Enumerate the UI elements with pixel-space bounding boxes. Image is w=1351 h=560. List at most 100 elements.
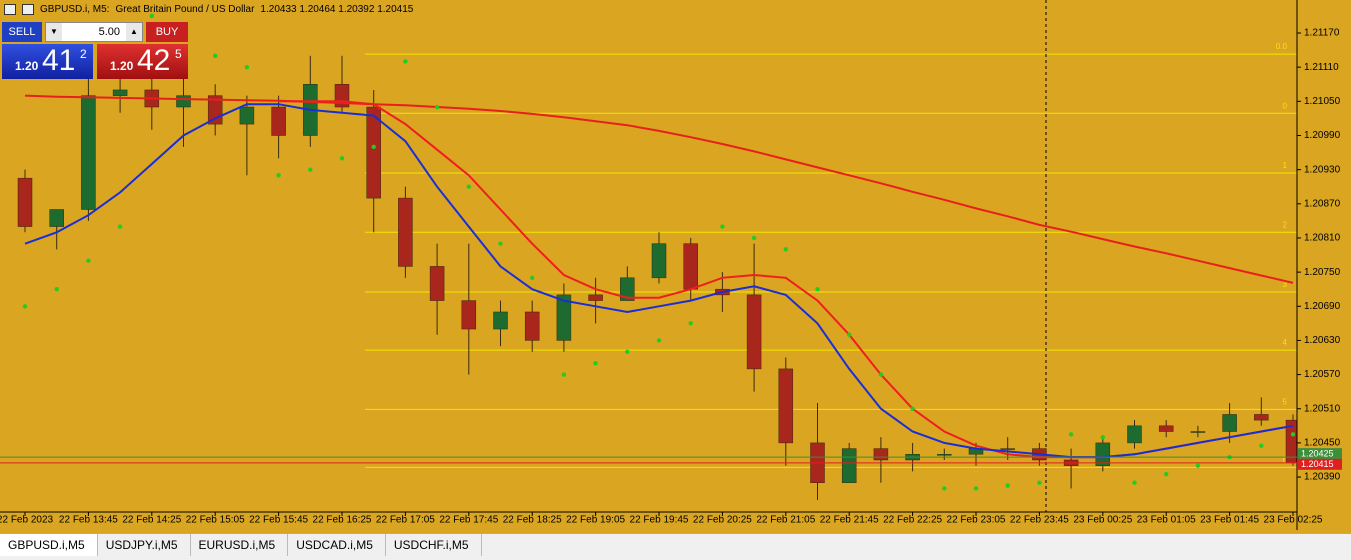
buy-button[interactable]: BUY [146, 22, 188, 42]
level-label: 0 [1283, 101, 1288, 110]
sar-dot [942, 486, 947, 491]
level-label: 2 [1283, 220, 1288, 229]
bid-box [1298, 458, 1342, 470]
price-main: 41 [42, 44, 76, 77]
x-tick-label: 22 Feb 14:25 [122, 515, 181, 526]
sar-dot [371, 144, 376, 150]
description: Great Britain Pound / US Dollar [115, 4, 255, 15]
price-pip: 5 [175, 47, 182, 61]
x-tick-label: 22 Feb 16:25 [313, 515, 372, 526]
sar-dot [149, 13, 154, 19]
volume-up[interactable]: ▲ [126, 23, 142, 41]
candle-body [873, 448, 889, 461]
x-tick-label: 23 Feb 01:05 [1137, 515, 1196, 526]
sar-dot [117, 224, 123, 229]
sar-dot [1068, 432, 1074, 437]
sar-dot [720, 224, 725, 229]
candle-body [588, 294, 603, 301]
sar-dot [878, 372, 884, 377]
volume-input[interactable]: ▼ 5.00 ▲ [45, 22, 143, 42]
sar-dot [1259, 443, 1264, 448]
tab[interactable]: USDCAD.i,M5 [288, 534, 386, 556]
candle-body [81, 95, 96, 210]
candle-body [271, 106, 286, 136]
x-tick-label: 22 Feb 19:05 [566, 515, 625, 526]
quote: 1.20433 1.20464 1.20392 1.20415 [260, 4, 414, 15]
sar-dot [1132, 480, 1137, 485]
sar-dot [244, 64, 250, 70]
candle-body [937, 454, 952, 456]
tab[interactable]: EURUSD.i,M5 [191, 534, 289, 556]
candle-body [1222, 414, 1237, 432]
sar-dot [1164, 472, 1169, 477]
x-tick-label: 22 Feb 23:45 [1010, 515, 1069, 526]
y-tick-label: 1.20570 [1304, 369, 1341, 380]
price-main: 42 [137, 44, 171, 77]
candle-body [841, 448, 857, 483]
x-tick-label: 22 Feb 15:45 [249, 515, 308, 526]
moving-average [24, 94, 1294, 284]
sar-dot [498, 241, 503, 246]
tab[interactable]: GBPUSD.i,M5 [0, 534, 98, 556]
chart-header: GBPUSD.i, M5: Great Britain Pound / US D… [4, 4, 413, 15]
sar-dot [910, 406, 915, 411]
candle-body [778, 368, 794, 444]
sar-dot [783, 247, 788, 252]
candle-body [1158, 425, 1174, 432]
sar-dot [847, 332, 852, 337]
tab[interactable]: USDCHF.i,M5 [386, 534, 482, 556]
level-label: 5 [1283, 397, 1288, 406]
candle-body [49, 209, 64, 227]
sar-dot [688, 321, 693, 326]
sar-dot [403, 59, 408, 64]
trade-panel: SELL ▼ 5.00 ▲ BUY 1.20 41 2 1.20 42 5 [1, 21, 189, 80]
y-tick-label: 1.20990 [1304, 130, 1341, 141]
x-tick-label: 22 Feb 13:45 [59, 515, 118, 526]
candle-body [620, 277, 635, 301]
sar-dot [466, 184, 471, 189]
y-tick-label: 1.20390 [1304, 472, 1341, 483]
candle-body [366, 106, 381, 199]
level-label: 6 [1283, 455, 1288, 464]
price-big: 1.20 [110, 59, 134, 73]
sar-dot [1005, 483, 1010, 488]
symbol-tabs: GBPUSD.i,M5 USDJPY.i,M5 EURUSD.i,M5 USDCAD.… [0, 533, 1351, 560]
buy-price[interactable]: 1.20 42 5 [97, 44, 188, 79]
x-tick-label: 22 Feb 15:05 [186, 515, 245, 526]
candle-body [746, 294, 762, 370]
x-tick-label: 22 Feb 23:05 [947, 515, 1006, 526]
sar-dot [276, 173, 281, 178]
chart: 0.0 0 1 2 3 4 5 6 1.21170 1.21110 1.21050 1.20990 1.… [0, 0, 1342, 530]
candle-body [524, 311, 540, 341]
y-tick-label: 1.20930 [1304, 164, 1341, 175]
y-tick-label: 1.21170 [1304, 28, 1340, 39]
volume-down[interactable]: ▼ [46, 23, 62, 41]
candle-body [1127, 425, 1142, 444]
sar-dot [308, 167, 313, 172]
sar-dot [593, 361, 598, 366]
sar-dot [86, 258, 91, 263]
candle-body [398, 197, 413, 267]
x-tick-label: 22 Feb 22:25 [883, 515, 942, 526]
y-tick-label: 1.20690 [1304, 301, 1341, 312]
sar-dot [22, 304, 28, 309]
sar-dot [213, 53, 218, 58]
sar-dot [1195, 463, 1201, 468]
tab[interactable]: USDJPY.i,M5 [98, 534, 191, 556]
sell-button[interactable]: SELL [2, 22, 42, 42]
price-pip: 2 [80, 47, 87, 61]
sell-price[interactable]: 1.20 41 2 [2, 44, 93, 79]
candle-body [1254, 414, 1269, 421]
x-tick-label: 22 Feb 17:05 [376, 515, 435, 526]
plot: 0.0 0 1 2 3 4 5 6 [17, 0, 1297, 512]
x-tick-label: 22 Feb 19:45 [630, 515, 689, 526]
x-tick-label: 23 Feb 02:25 [1264, 515, 1323, 526]
sar-dot [1100, 435, 1106, 440]
sar-dot [1290, 432, 1296, 437]
level-label: 0.0 [1276, 42, 1288, 51]
ask-box [1298, 448, 1342, 460]
candle-body [1190, 431, 1206, 433]
sar-dot [751, 235, 757, 241]
x-tick-label: 22 Feb 2023 [0, 515, 54, 526]
y-tick-label: 1.21050 [1304, 96, 1341, 107]
